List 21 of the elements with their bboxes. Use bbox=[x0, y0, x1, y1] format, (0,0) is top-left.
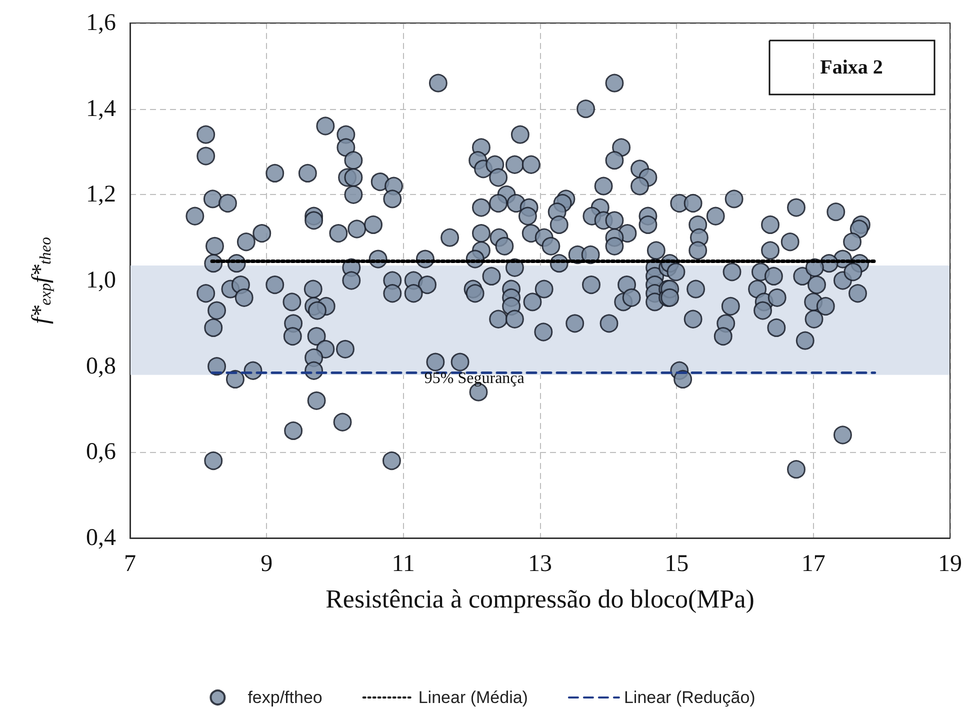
x-tick-label: 19 bbox=[938, 551, 962, 577]
y-axis-title: f*expf*theo bbox=[28, 236, 54, 324]
x-tick-label: 15 bbox=[664, 551, 689, 577]
legend-label: fexp/ftheo bbox=[248, 688, 322, 707]
y-tick-label: 0,6 bbox=[86, 439, 116, 466]
y-tick-label: 1,6 bbox=[86, 10, 116, 36]
y-tick-label: 0,8 bbox=[86, 353, 116, 380]
y-tick-label: 0,4 bbox=[86, 525, 116, 551]
y-tick-label: 1,4 bbox=[86, 96, 116, 122]
x-axis-title: Resistência à compressão do bloco(MPa) bbox=[326, 584, 754, 614]
y-tick-label: 1,2 bbox=[86, 182, 116, 208]
legend-label: Linear (Média) bbox=[418, 688, 528, 707]
x-tick-label: 9 bbox=[260, 551, 273, 577]
legend-label: Linear (Redução) bbox=[624, 688, 756, 707]
annotation: Faixa 2 bbox=[820, 56, 883, 78]
y-tick-label: 1,0 bbox=[86, 268, 116, 294]
x-tick-label: 7 bbox=[124, 551, 136, 577]
x-tick-label: 17 bbox=[801, 551, 826, 577]
annotation: 95% Segurança bbox=[424, 370, 524, 387]
x-tick-label: 13 bbox=[528, 551, 552, 577]
x-tick-label: 11 bbox=[392, 551, 415, 577]
